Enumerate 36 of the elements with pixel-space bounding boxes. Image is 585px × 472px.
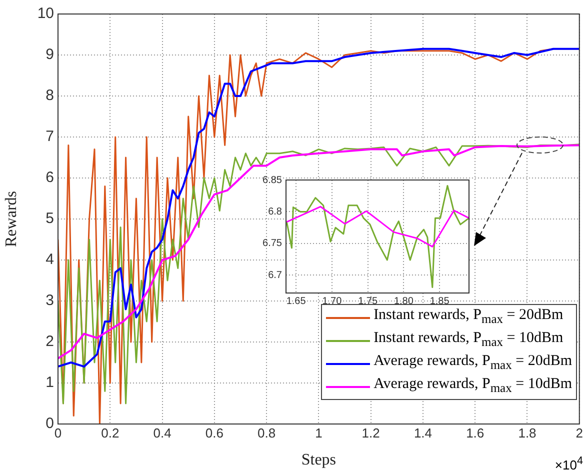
x-tick-label: 0.2 (101, 425, 120, 440)
legend-label: Instant rewards, P$_{max}$ = 20dBm (374, 306, 564, 328)
y-tick-label: 6.75 (262, 238, 282, 250)
x-tick-label: 1.65 (286, 296, 306, 307)
x-tick-label: 0.6 (205, 425, 224, 440)
legend-label: Instant rewards, P$_{max}$ = 10dBm (374, 329, 564, 351)
y-tick-label: 1 (46, 374, 54, 392)
x-tick-label: 1 (315, 425, 322, 440)
y-tick-label: 7 (46, 128, 54, 146)
x-tick-label: 0.8 (258, 425, 276, 440)
x-tick-label: 1.80 (394, 296, 414, 307)
x-tick-label: 0.4 (153, 425, 172, 440)
y-tick-label: 8 (46, 87, 54, 104)
legend-label: Average rewards, P$_{max}$ = 20dBm (374, 352, 572, 374)
x-tick-label: 1.70 (322, 296, 342, 307)
y-tick-label: 9 (46, 46, 54, 64)
x-tick-label: 1.75 (358, 296, 378, 307)
x-tick-label: 1.6 (466, 425, 484, 440)
y-tick-label: 10 (37, 5, 54, 22)
y-tick-label: 6 (46, 169, 54, 186)
x-tick-label: 1.8 (518, 425, 536, 440)
y-tick-label: 4 (46, 251, 54, 268)
x-axis-title: Steps (301, 452, 336, 469)
x-tick-label: 2 (576, 425, 583, 440)
y-tick-label: 6.85 (262, 174, 282, 186)
y-tick-label: 2 (46, 333, 54, 350)
x-tick-label: 1.85 (430, 296, 450, 307)
y-tick-label: 6.7 (268, 270, 282, 281)
y-axis-title: Rewards (2, 191, 20, 247)
y-tick-label: 5 (46, 210, 54, 228)
y-tick-label: 6.8 (268, 206, 282, 218)
legend-label: Average rewards, P$_{max}$ = 10dBm (374, 375, 572, 397)
y-tick-label: 3 (46, 292, 54, 310)
x-tick-label: 1.2 (362, 425, 380, 440)
text: ×10$^{4}$ (554, 454, 583, 472)
x-tick-label: 1.4 (414, 425, 432, 440)
